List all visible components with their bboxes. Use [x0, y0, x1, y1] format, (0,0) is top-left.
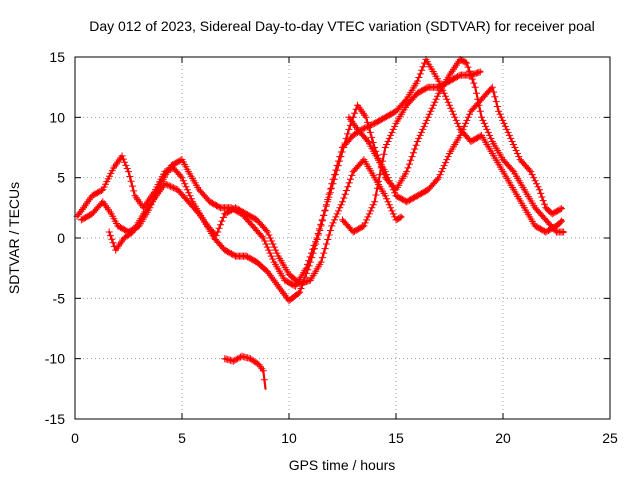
y-axis-title: SDTVAR / TECUs: [6, 182, 22, 294]
y-tick-label: -5: [53, 290, 66, 306]
y-tick-label: 10: [49, 109, 65, 125]
series-4: [339, 68, 484, 236]
x-tick-label: 10: [281, 430, 297, 446]
series-line: [347, 86, 565, 215]
y-tick-label: 0: [57, 230, 65, 246]
series-line: [341, 70, 483, 234]
x-tick-label: 25: [602, 430, 618, 446]
series-plus-markers: [339, 68, 484, 236]
series-5: [345, 83, 566, 218]
y-tick-label: -15: [45, 411, 65, 427]
y-tick-label: 15: [49, 49, 65, 65]
chart-title: Day 012 of 2023, Sidereal Day-to-day VTE…: [89, 18, 595, 34]
series-plus-markers: [345, 83, 566, 218]
x-tick-label: 5: [178, 430, 186, 446]
series-plus-markers: [221, 352, 268, 384]
data-layer: [73, 55, 568, 390]
x-axis-title: GPS time / hours: [289, 457, 396, 473]
x-tick-label: 0: [71, 430, 79, 446]
series-6: [221, 352, 268, 390]
y-tick-label: 5: [57, 170, 65, 186]
x-tick-label: 15: [388, 430, 404, 446]
series-3: [105, 156, 405, 288]
grid-layer: [75, 57, 610, 419]
x-tick-label: 20: [495, 430, 511, 446]
series-plus-markers: [105, 156, 405, 288]
y-tick-label: -10: [45, 351, 65, 367]
tick-layer: 0 5 10 15 20 25 15 10 5 0 -5 -10 -15: [45, 49, 618, 446]
